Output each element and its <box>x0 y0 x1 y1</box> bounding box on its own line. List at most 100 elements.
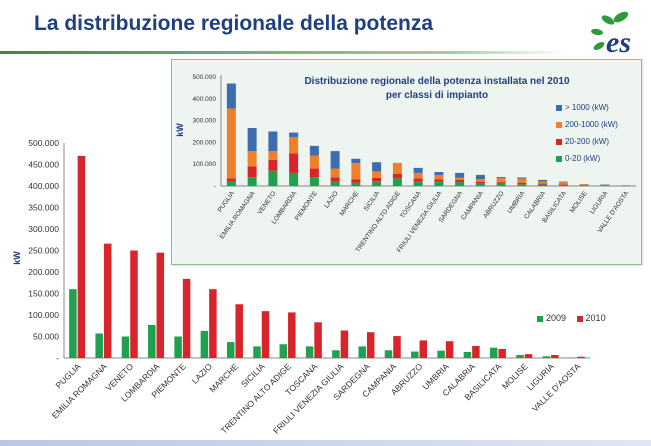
bar-2010 <box>182 278 191 358</box>
legend-label: 20-200 (kW) <box>565 137 610 146</box>
stack-segment <box>351 179 361 183</box>
y-tick-label: 150.000 <box>28 289 59 299</box>
inset-y-tick-label: 400.000 <box>193 96 217 103</box>
stack-segment <box>247 151 257 167</box>
inset-legend-item: 0-20 (kW) <box>556 154 600 163</box>
stack-segment <box>309 155 319 169</box>
inset-chart-title: Distribuzione regionale della potenza in… <box>282 75 592 103</box>
stack-segment <box>538 184 548 186</box>
bar-2009 <box>253 346 261 358</box>
inset-x-tick-label: ABRUZZO <box>482 190 506 219</box>
inset-chart: kW -100.000200.000300.000400.000500.000 … <box>175 74 636 254</box>
bar-2009 <box>174 336 182 358</box>
bottom-bar <box>0 440 651 446</box>
stack-segment <box>351 182 361 186</box>
stack-segment <box>289 132 299 137</box>
y-tick-label: 400.000 <box>28 181 59 191</box>
stack-segment <box>455 177 465 180</box>
bar-2010 <box>498 348 506 358</box>
stack-segment <box>309 145 319 156</box>
logo-text: es <box>606 26 631 59</box>
inset-y-tick-label: 100.000 <box>193 161 217 168</box>
bar-2009 <box>332 350 340 358</box>
bar-2009 <box>542 356 551 358</box>
stack-segment <box>413 178 423 182</box>
inset-title-line: Distribuzione regionale della potenza in… <box>304 76 570 87</box>
stack-segment <box>247 177 257 186</box>
inset-title-line: per classi di impianto <box>385 90 489 101</box>
legend-swatch <box>556 155 562 162</box>
stack-segment <box>517 182 527 185</box>
stack-segment <box>351 163 361 180</box>
bar-2010 <box>261 311 270 358</box>
stack-segment <box>268 151 278 160</box>
page-title: La distribuzione regionale della potenza <box>34 12 434 35</box>
inset-chart-panel: kW -100.000 200.000 300.000 400.000 500.000 … <box>171 59 642 265</box>
stack-segment <box>226 181 236 186</box>
stack-segment <box>538 183 548 185</box>
stack-segment <box>226 83 236 109</box>
bar-2010 <box>366 332 375 358</box>
bar-2010 <box>524 354 533 358</box>
x-tick-label: VALLE D'AOSTA <box>530 361 583 414</box>
stack-segment <box>392 163 402 175</box>
y-tick-label: - <box>56 353 59 363</box>
legend-label: 200-1000 (kW) <box>565 120 618 129</box>
inset-y-tick-label: 200.000 <box>193 139 217 146</box>
stack-segment <box>496 177 506 179</box>
inset-legend-item: 200-1000 (kW) <box>556 120 618 129</box>
y-tick-label: 50.000 <box>33 332 59 342</box>
inset-x-tick-label: PUGLIA <box>217 190 237 214</box>
stack-segment <box>434 172 444 176</box>
bar-2009 <box>516 354 524 358</box>
stack-segment <box>538 181 548 184</box>
bar-2009 <box>200 330 209 358</box>
logo-leaf-icon <box>593 42 605 50</box>
stack-segment <box>475 181 485 184</box>
bar-2009 <box>305 346 314 358</box>
legend-label-2010: 2010 <box>585 313 606 323</box>
legend-swatch-2009 <box>537 315 543 322</box>
stack-segment <box>600 185 610 186</box>
stack-segment <box>330 151 340 169</box>
bar-2009 <box>489 347 498 358</box>
stack-segment <box>330 181 340 186</box>
inset-y-axis-label: kW <box>175 123 185 137</box>
stack-segment <box>475 183 485 186</box>
stack-segment <box>434 175 444 180</box>
stack-segment <box>475 179 485 182</box>
logo-leaf-icon <box>613 11 629 23</box>
bar-2010 <box>209 289 217 358</box>
legend-label: > 1000 (kW) <box>565 103 609 112</box>
inset-y-tick-label: - <box>214 183 216 190</box>
inset-x-tick-label: SICILIA <box>363 190 382 213</box>
stack-segment <box>226 108 236 179</box>
stack-segment <box>309 168 319 178</box>
stack-segment <box>413 181 423 186</box>
bar-2010 <box>103 243 112 358</box>
bar-2010 <box>314 322 322 358</box>
stack-segment <box>558 184 568 185</box>
stack-segment <box>496 183 506 186</box>
legend-label: 0-20 (kW) <box>565 154 601 163</box>
stack-segment <box>434 179 444 182</box>
stack-segment <box>475 174 485 180</box>
stack-segment <box>455 172 465 178</box>
stack-segment <box>289 153 299 173</box>
stack-segment <box>372 181 382 186</box>
bar-2009 <box>384 350 393 358</box>
inset-x-tick-label: LAZIO <box>323 190 340 209</box>
bar-2010 <box>130 250 138 358</box>
y-tick-label: 250.000 <box>28 246 59 256</box>
stack-segment <box>268 170 278 186</box>
y-axis-label: kW <box>12 251 22 265</box>
logo-leaf-icon <box>591 28 603 36</box>
x-tick-label: MARCHE <box>207 361 240 394</box>
chart-legend: 2009 2010 <box>537 313 606 323</box>
stack-segment <box>538 179 548 182</box>
bar-2009 <box>463 351 472 358</box>
stack-segment <box>372 171 382 178</box>
bar-2009 <box>148 324 156 358</box>
legend-swatch-2010 <box>576 315 583 322</box>
